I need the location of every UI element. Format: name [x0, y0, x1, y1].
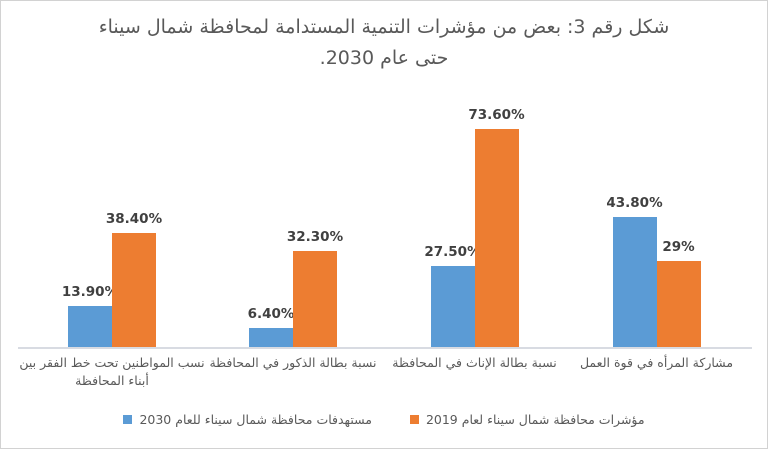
bar: [68, 306, 112, 347]
bar: [293, 251, 337, 347]
chart-legend: مؤشرات محافظة شمال سيناء لعام 2019 مستهد…: [0, 412, 768, 427]
legend-label-2030: مستهدفات محافظة شمال سيناء للعام 2030: [139, 412, 372, 427]
bar: [612, 217, 657, 347]
bar: [656, 261, 701, 347]
legend-swatch-blue-icon: [123, 415, 133, 424]
data-label: 73.60%: [468, 107, 525, 123]
data-label: 29%: [662, 239, 695, 255]
bar: [430, 266, 475, 347]
data-label: 32.30%: [286, 229, 344, 245]
legend-label-2019: مؤشرات محافظة شمال سيناء لعام 2019: [425, 412, 645, 427]
legend-entry-2030: مستهدفات محافظة شمال سيناء للعام 2030: [123, 412, 372, 427]
bar: [474, 129, 519, 347]
data-label: 27.50%: [424, 244, 481, 260]
bar: [112, 233, 156, 347]
legend-entry-2019: مؤشرات محافظة شمال سيناء لعام 2019: [409, 412, 645, 427]
x-axis-line: [18, 347, 752, 349]
legend-swatch-orange-icon: [409, 415, 419, 424]
data-label: 13.90%: [61, 284, 119, 300]
data-label: 6.40%: [247, 306, 295, 322]
category-label: مشاركة المرأه في قوة العمل: [579, 355, 734, 370]
category-label: نسبة بطالة الذكور في المحافظة: [209, 355, 377, 370]
category-label: نسبة بطالة الإناث في المحافظة: [392, 355, 557, 370]
data-label: 38.40%: [105, 211, 163, 227]
chart-title: شكل رقم 3: بعض من مؤشرات التنمية المستدا…: [98, 16, 670, 69]
data-label: 43.80%: [606, 195, 663, 211]
bar: [249, 328, 293, 347]
category-label: نسب المواطنين تحت خط الفقر بين أبناء الم…: [19, 355, 205, 388]
